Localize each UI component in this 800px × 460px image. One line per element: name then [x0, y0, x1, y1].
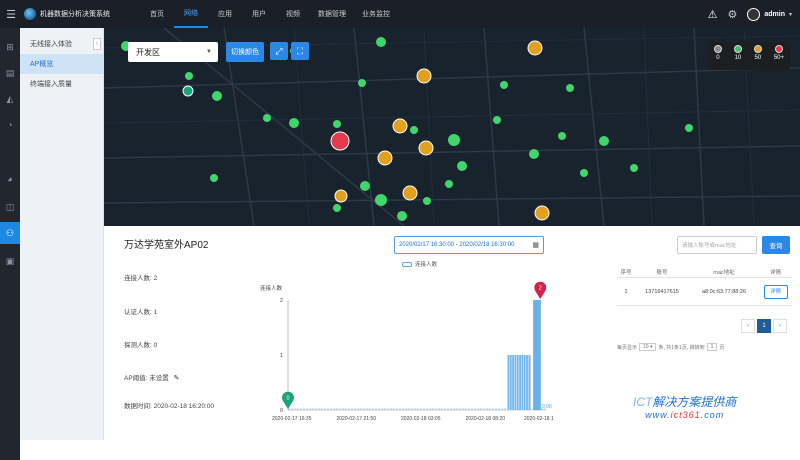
pencil-icon[interactable]: ✎	[173, 375, 180, 382]
subnav-ap-overview[interactable]: AP概览	[20, 54, 103, 74]
device-icon[interactable]: ◫	[5, 201, 15, 212]
ap-title: 万达学苑室外AP02	[124, 240, 209, 251]
data-time: 数据时间: 2020-02-18 16:20:00	[124, 403, 214, 410]
report-icon[interactable]: ▣	[5, 255, 15, 266]
marker-label: 2	[539, 286, 542, 292]
warning-icon[interactable]: ⚠	[707, 8, 718, 21]
x-tick-label: 2020-02-18 13:35	[524, 416, 554, 422]
icon-rail: ⊞ ▤ ◭ ◔ ◕ ◫ ⚇ ▣	[0, 28, 20, 460]
crop-icon[interactable]: ⛶	[291, 42, 309, 60]
map-view[interactable]: 开发区 ▼ 切换颜色 ⤢ ⛶ 0 10 50 50+	[104, 28, 800, 226]
region-select[interactable]: 开发区 ▼	[128, 42, 218, 62]
account-search-input[interactable]: 请输入账号或mac地址	[677, 236, 757, 254]
gear-icon[interactable]: ⚙	[727, 8, 738, 21]
legend-label: 连接人数	[415, 262, 438, 268]
marker-label: 0	[287, 396, 290, 402]
per-page-select[interactable]: 10 ▾	[639, 343, 657, 351]
legend-item: 0	[713, 45, 722, 70]
legend-swatch	[402, 261, 412, 267]
pagination: ‹ 1 ›	[741, 319, 787, 333]
calendar-icon: ▦	[532, 242, 539, 249]
signal-icon[interactable]: ◕	[7, 174, 13, 184]
x-tick-label: 2020-02-18 08:20	[466, 416, 506, 422]
brand: 机器数据分析决策系统	[24, 8, 134, 20]
table-header: 序号 账号 mac地址 详情	[617, 266, 792, 278]
nav-users[interactable]: 用户	[252, 11, 266, 18]
top-right-controls: ⚠ ⚙ admin ▾	[708, 0, 792, 28]
authenticated-count: 认证人数: 1	[124, 309, 158, 316]
page-1-button[interactable]: 1	[757, 319, 771, 333]
table-row: 1 13716417615 a8:0c:63:77:88:26 详情	[617, 278, 792, 306]
next-page-button[interactable]: ›	[773, 319, 787, 333]
prev-page-button[interactable]: ‹	[741, 319, 755, 333]
x-tick-label: 2020-02-17 16:35	[272, 416, 312, 422]
legend-dot	[774, 45, 783, 53]
y-axis-label: 连接人数	[260, 284, 283, 292]
nav-network[interactable]: 网络	[174, 0, 208, 28]
menu-icon[interactable]: ☰	[6, 8, 16, 21]
end-value-label: 0.08	[542, 404, 552, 410]
globe-logo-icon	[24, 8, 36, 20]
y-tick-label: 0	[280, 408, 283, 414]
main-nav: 首页 网络 应用 用户 视频 数据管理 业务监控	[138, 0, 398, 28]
chevron-down-icon: ▾	[788, 11, 792, 18]
connection-chart[interactable]: 连接人数 2 1 0 2020-02-17 16:35 2020-02-17 21:50 2…	[254, 270, 554, 430]
region-select-value: 开发区	[136, 47, 160, 57]
legend-item: 50	[753, 45, 762, 70]
y-tick-label: 1	[280, 353, 283, 359]
date-range-value: 2020/02/17 16:30:00 - 2020/02/18 16:30:0…	[399, 242, 515, 248]
brain-icon[interactable]: ◔	[7, 120, 13, 130]
probed-count: 探测人数: 0	[124, 342, 158, 349]
legend-item: 50+	[774, 45, 784, 70]
server-icon[interactable]: ▤	[5, 67, 15, 78]
marker-pin	[534, 281, 547, 299]
subnav-wireless-experience[interactable]: 无线接入体验	[30, 41, 72, 48]
sub-nav: 无线接入体验 AP概览 终端接入质量 ‹	[20, 28, 104, 440]
search-button[interactable]: 查询	[762, 236, 790, 254]
heat-legend: 0 10 50 50+	[708, 42, 790, 70]
subnav-terminal-quality[interactable]: 终端接入质量	[30, 81, 72, 88]
watermark: ICT解决方案提供商 www.ict361.com	[633, 395, 737, 420]
date-range-picker[interactable]: 2020/02/17 16:30:00 - 2020/02/18 16:30:0…	[394, 236, 544, 254]
topology-icon[interactable]: ⊞	[6, 41, 14, 52]
avatar	[747, 7, 761, 21]
top-bar: ☰ 机器数据分析决策系统 首页 网络 应用 用户 视频 数据管理 业务监控 ⚠ …	[0, 0, 800, 28]
chart-legend[interactable]: 连接人数	[402, 260, 437, 268]
ap-threshold-text: AP阈值: 未设置	[124, 375, 169, 382]
pager-info: 每页显示 10 ▾ 条, 共1条1页, 跳转到 1 页	[617, 343, 725, 351]
chevron-down-icon: ▼	[206, 49, 212, 55]
legend-dot	[753, 45, 762, 53]
city-map	[104, 28, 800, 226]
legend-item: 10	[733, 45, 742, 70]
username: admin	[764, 10, 785, 18]
goto-page-input[interactable]: 1	[706, 343, 718, 351]
chart-icon[interactable]: ◭	[6, 93, 14, 104]
people-icon[interactable]: ⚇	[0, 222, 20, 244]
toggle-color-button[interactable]: 切换颜色	[226, 42, 264, 62]
nav-apps[interactable]: 应用	[218, 11, 232, 18]
nav-business-monitor[interactable]: 业务监控	[362, 11, 390, 18]
user-table: 序号 账号 mac地址 详情 1 13716417615 a8:0c:63:77…	[617, 266, 792, 306]
legend-dot	[713, 45, 722, 53]
ap-detail-panel: 万达学苑室外AP02 连接人数: 2 认证人数: 1 探测人数: 0 AP阈值:…	[104, 226, 800, 440]
collapse-button[interactable]: ‹	[93, 38, 101, 50]
nav-data-management[interactable]: 数据管理	[318, 11, 346, 18]
legend-dot	[733, 45, 742, 53]
connected-count: 连接人数: 2	[124, 275, 158, 282]
marker-pin	[282, 391, 294, 409]
y-tick-label: 2	[280, 298, 283, 304]
nav-video[interactable]: 视频	[286, 11, 300, 18]
nav-home[interactable]: 首页	[150, 11, 164, 18]
app-title: 机器数据分析决策系统	[40, 11, 110, 18]
x-tick-label: 2020-02-17 21:50	[337, 416, 377, 422]
detail-button[interactable]: 详情	[763, 284, 788, 299]
ap-threshold: AP阈值: 未设置 ✎	[124, 372, 179, 382]
series-burst	[533, 300, 541, 410]
x-tick-label: 2020-02-18 03:05	[401, 416, 441, 422]
fullscreen-icon[interactable]: ⤢	[270, 42, 288, 60]
user-menu[interactable]: admin ▾	[747, 7, 792, 21]
